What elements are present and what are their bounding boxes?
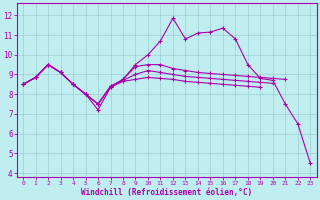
X-axis label: Windchill (Refroidissement éolien,°C): Windchill (Refroidissement éolien,°C) [81,188,252,197]
